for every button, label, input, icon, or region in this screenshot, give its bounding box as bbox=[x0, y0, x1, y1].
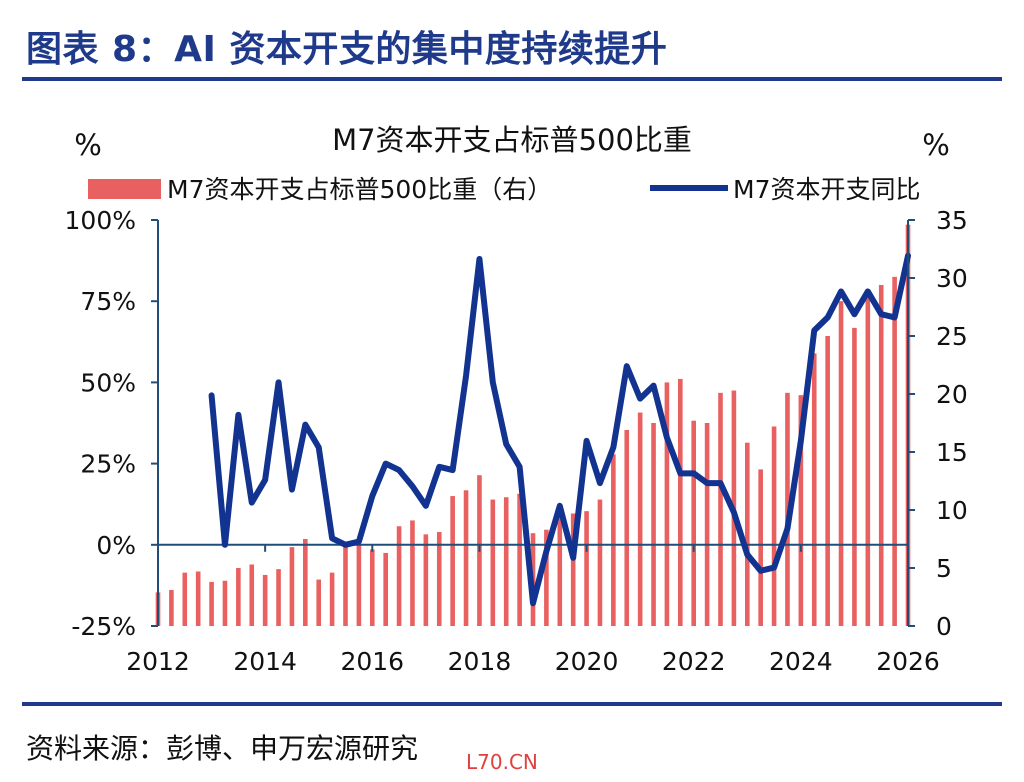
x-tick-label: 2020 bbox=[555, 647, 619, 676]
bar-series bbox=[155, 224, 911, 626]
bar bbox=[303, 539, 308, 626]
right-tick-label: 35 bbox=[936, 206, 968, 235]
x-tick-label: 2018 bbox=[448, 647, 512, 676]
legend-bar-swatch bbox=[88, 179, 161, 199]
figure-title: 图表 8：AI 资本开支的集中度持续提升 bbox=[26, 29, 668, 70]
left-tick-label: -25% bbox=[71, 612, 136, 641]
x-tick-label: 2024 bbox=[769, 647, 833, 676]
title-rule bbox=[22, 77, 1002, 81]
right-tick-label: 15 bbox=[936, 438, 968, 467]
bar bbox=[878, 284, 884, 626]
left-tick-label: 0% bbox=[96, 531, 136, 560]
bar bbox=[450, 496, 455, 626]
bar bbox=[396, 526, 402, 626]
right-tick-label: 30 bbox=[936, 264, 968, 293]
bar bbox=[262, 574, 268, 626]
x-tick-label: 2014 bbox=[233, 647, 297, 676]
bar bbox=[718, 392, 723, 626]
bar bbox=[209, 581, 214, 626]
right-tick-label: 20 bbox=[936, 380, 968, 409]
bar bbox=[771, 426, 777, 626]
x-axis-labels: 2012 2014 2016 2018 2020 2022 2024 2026 bbox=[126, 647, 940, 676]
legend-line-label: M7资本开支同比 bbox=[733, 175, 920, 204]
bar bbox=[852, 327, 857, 626]
bar bbox=[624, 429, 630, 626]
bar bbox=[651, 423, 656, 626]
right-axis-ticks: 0 5 10 15 20 25 30 35 bbox=[908, 206, 968, 641]
bar bbox=[637, 412, 643, 626]
bar bbox=[865, 293, 871, 626]
bar bbox=[744, 442, 750, 626]
bar bbox=[463, 490, 469, 626]
x-tick-label: 2026 bbox=[876, 647, 940, 676]
bar bbox=[236, 568, 241, 626]
right-tick-label: 25 bbox=[936, 322, 968, 351]
bar bbox=[584, 511, 589, 626]
bar bbox=[436, 532, 442, 626]
bar bbox=[276, 569, 281, 626]
bar bbox=[811, 353, 817, 626]
source-note: 资料来源：彭博、申万宏源研究 bbox=[26, 732, 419, 765]
bar bbox=[329, 572, 335, 626]
bar bbox=[222, 580, 228, 626]
bar bbox=[544, 529, 549, 626]
watermark: L70.CN bbox=[466, 750, 538, 774]
left-tick-label: 50% bbox=[80, 368, 136, 397]
bar bbox=[758, 469, 763, 626]
bar bbox=[249, 564, 255, 626]
bar bbox=[798, 395, 804, 626]
right-unit: % bbox=[922, 128, 950, 162]
bar bbox=[664, 382, 670, 626]
bar bbox=[343, 547, 348, 626]
x-tick-label: 2022 bbox=[662, 647, 726, 676]
bar bbox=[423, 534, 429, 626]
bar bbox=[369, 549, 375, 626]
bar bbox=[169, 590, 174, 626]
x-tick-label: 2016 bbox=[340, 647, 404, 676]
left-tick-label: 100% bbox=[65, 206, 136, 235]
bar bbox=[691, 420, 697, 626]
bar bbox=[316, 579, 322, 626]
bar bbox=[825, 336, 830, 626]
bar bbox=[383, 552, 388, 626]
bar bbox=[195, 571, 201, 626]
bar bbox=[503, 497, 509, 626]
right-tick-label: 5 bbox=[936, 554, 952, 583]
bar bbox=[356, 544, 362, 626]
left-axis-ticks: -25% 0% 25% 50% 75% 100% bbox=[65, 206, 158, 641]
chart-title: M7资本开支占标普500比重 bbox=[332, 123, 692, 157]
bar bbox=[611, 454, 616, 626]
bar bbox=[490, 499, 496, 626]
bar bbox=[517, 493, 522, 626]
bar bbox=[704, 423, 710, 626]
left-tick-label: 25% bbox=[80, 450, 136, 479]
bar bbox=[570, 513, 576, 626]
left-unit: % bbox=[74, 128, 102, 162]
bar bbox=[597, 499, 603, 626]
bar bbox=[182, 572, 188, 626]
legend-bar-label: M7资本开支占标普500比重（右） bbox=[167, 175, 552, 204]
line-series bbox=[208, 252, 911, 607]
left-tick-label: 75% bbox=[80, 287, 136, 316]
bar bbox=[410, 520, 415, 626]
legend: M7资本开支占标普500比重（右） M7资本开支同比 bbox=[88, 175, 920, 204]
bar bbox=[892, 276, 897, 626]
bar bbox=[557, 511, 563, 626]
bar bbox=[289, 547, 295, 626]
right-tick-label: 10 bbox=[936, 496, 968, 525]
bar bbox=[678, 378, 683, 626]
bar bbox=[838, 301, 844, 626]
x-tick-label: 2012 bbox=[126, 647, 190, 676]
right-tick-label: 0 bbox=[936, 612, 952, 641]
footer-rule bbox=[22, 702, 1002, 706]
